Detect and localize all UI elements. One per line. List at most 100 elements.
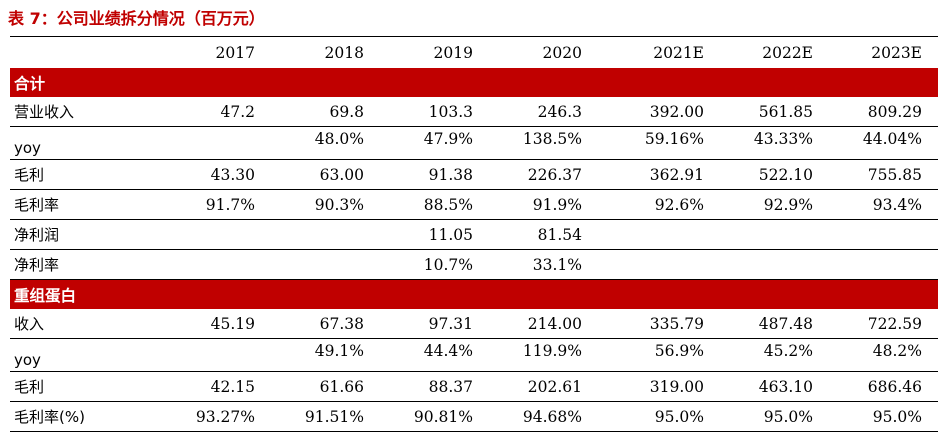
table-cell: 362.91 bbox=[598, 159, 720, 190]
table-cell: 319.00 bbox=[598, 371, 720, 402]
table-cell: 214.00 bbox=[489, 309, 598, 339]
section-header-recombinant-protein: 重组蛋白 bbox=[10, 279, 938, 309]
table-cell bbox=[598, 219, 720, 250]
table-cell: 202.61 bbox=[489, 371, 598, 402]
table-cell: 246.3 bbox=[489, 97, 598, 127]
table-row: 营业收入 47.2 69.8 103.3 246.3 392.00 561.85… bbox=[10, 97, 938, 127]
table-cell: 94.68% bbox=[489, 401, 598, 432]
table-cell: 11.05 bbox=[380, 219, 489, 250]
section-label: 合计 bbox=[10, 68, 938, 97]
header-row: 2017 2018 2019 2020 2021E 2022E 2023E bbox=[10, 36, 938, 68]
year-header-2021e: 2021E bbox=[598, 36, 720, 68]
section-label: 重组蛋白 bbox=[10, 279, 938, 309]
table-cell: 522.10 bbox=[720, 159, 829, 190]
table-cell: 90.81% bbox=[380, 401, 489, 432]
table-cell: 48.0% bbox=[271, 126, 380, 160]
table-cell: 56.9% bbox=[598, 338, 720, 372]
row-label: 毛利 bbox=[10, 371, 162, 402]
year-header-2020: 2020 bbox=[489, 36, 598, 68]
section-header-total: 合计 bbox=[10, 68, 938, 97]
table-cell: 95.0% bbox=[829, 401, 938, 432]
table-cell: 722.59 bbox=[829, 309, 938, 339]
table-cell: 97.31 bbox=[380, 309, 489, 339]
table-row: 收入 45.19 67.38 97.31 214.00 335.79 487.4… bbox=[10, 309, 938, 339]
table-cell: 45.2% bbox=[720, 338, 829, 372]
table-cell: 92.6% bbox=[598, 189, 720, 220]
table-cell: 63.00 bbox=[271, 159, 380, 190]
table-cell: 809.29 bbox=[829, 97, 938, 127]
table-cell: 463.10 bbox=[720, 371, 829, 402]
table-cell: 487.48 bbox=[720, 309, 829, 339]
year-header-2022e: 2022E bbox=[720, 36, 829, 68]
table-cell: 91.9% bbox=[489, 189, 598, 220]
table-cell bbox=[271, 249, 380, 280]
table-cell bbox=[162, 126, 271, 160]
table-cell: 119.9% bbox=[489, 338, 598, 372]
table-cell: 44.4% bbox=[380, 338, 489, 372]
table-cell: 93.4% bbox=[829, 189, 938, 220]
table-cell bbox=[720, 219, 829, 250]
row-label: 毛利 bbox=[10, 159, 162, 190]
table-cell: 47.2 bbox=[162, 97, 271, 127]
table-cell bbox=[271, 219, 380, 250]
table-cell: 95.0% bbox=[720, 401, 829, 432]
table-cell: 335.79 bbox=[598, 309, 720, 339]
table-row: 毛利率 91.7% 90.3% 88.5% 91.9% 92.6% 92.9% … bbox=[10, 189, 938, 220]
table-row: yoy 49.1% 44.4% 119.9% 56.9% 45.2% 48.2% bbox=[10, 338, 938, 372]
table-cell: 93.27% bbox=[162, 401, 271, 432]
table-cell: 103.3 bbox=[380, 97, 489, 127]
table-cell: 49.1% bbox=[271, 338, 380, 372]
table-cell: 561.85 bbox=[720, 97, 829, 127]
table-cell bbox=[829, 219, 938, 250]
table-cell bbox=[162, 219, 271, 250]
table-row: 毛利率(%) 93.27% 91.51% 90.81% 94.68% 95.0%… bbox=[10, 401, 938, 432]
year-header-2019: 2019 bbox=[380, 36, 489, 68]
table-cell bbox=[162, 249, 271, 280]
table-title: 表 7：公司业绩拆分情况（百万元） bbox=[8, 9, 265, 28]
year-header-2018: 2018 bbox=[271, 36, 380, 68]
row-label: 净利润 bbox=[10, 219, 162, 250]
table-cell: 47.9% bbox=[380, 126, 489, 160]
table-cell: 226.37 bbox=[489, 159, 598, 190]
table-cell bbox=[829, 249, 938, 280]
table-cell: 33.1% bbox=[489, 249, 598, 280]
table-cell: 61.66 bbox=[271, 371, 380, 402]
row-label: 收入 bbox=[10, 309, 162, 339]
table-cell: 43.33% bbox=[720, 126, 829, 160]
table-row: yoy 48.0% 47.9% 138.5% 59.16% 43.33% 44.… bbox=[10, 126, 938, 160]
table-cell: 67.38 bbox=[271, 309, 380, 339]
table-cell: 95.0% bbox=[598, 401, 720, 432]
table-cell: 138.5% bbox=[489, 126, 598, 160]
table-cell: 92.9% bbox=[720, 189, 829, 220]
table-cell: 88.37 bbox=[380, 371, 489, 402]
table-cell: 42.15 bbox=[162, 371, 271, 402]
performance-table: 2017 2018 2019 2020 2021E 2022E 2023E 合计… bbox=[10, 36, 938, 432]
table-cell: 91.7% bbox=[162, 189, 271, 220]
table-cell: 392.00 bbox=[598, 97, 720, 127]
table-cell: 88.5% bbox=[380, 189, 489, 220]
table-cell: 45.19 bbox=[162, 309, 271, 339]
table-row: 毛利 43.30 63.00 91.38 226.37 362.91 522.1… bbox=[10, 159, 938, 190]
table-cell: 43.30 bbox=[162, 159, 271, 190]
row-label: 营业收入 bbox=[10, 97, 162, 127]
row-label: 毛利率(%) bbox=[10, 401, 162, 432]
row-label: 净利率 bbox=[10, 249, 162, 280]
table-cell bbox=[720, 249, 829, 280]
table-cell: 91.51% bbox=[271, 401, 380, 432]
table-cell: 44.04% bbox=[829, 126, 938, 160]
table-cell: 755.85 bbox=[829, 159, 938, 190]
table-cell bbox=[598, 249, 720, 280]
table-row: 净利润 11.05 81.54 bbox=[10, 219, 938, 250]
table-cell: 91.38 bbox=[380, 159, 489, 190]
table-cell: 48.2% bbox=[829, 338, 938, 372]
table-cell bbox=[162, 338, 271, 372]
header-label-cell bbox=[10, 36, 162, 68]
table-row: 净利率 10.7% 33.1% bbox=[10, 249, 938, 280]
table-cell: 69.8 bbox=[271, 97, 380, 127]
table-cell: 81.54 bbox=[489, 219, 598, 250]
row-label: yoy bbox=[10, 126, 162, 160]
row-label: yoy bbox=[10, 338, 162, 372]
table-row: 毛利 42.15 61.66 88.37 202.61 319.00 463.1… bbox=[10, 371, 938, 402]
table-cell: 59.16% bbox=[598, 126, 720, 160]
row-label: 毛利率 bbox=[10, 189, 162, 220]
